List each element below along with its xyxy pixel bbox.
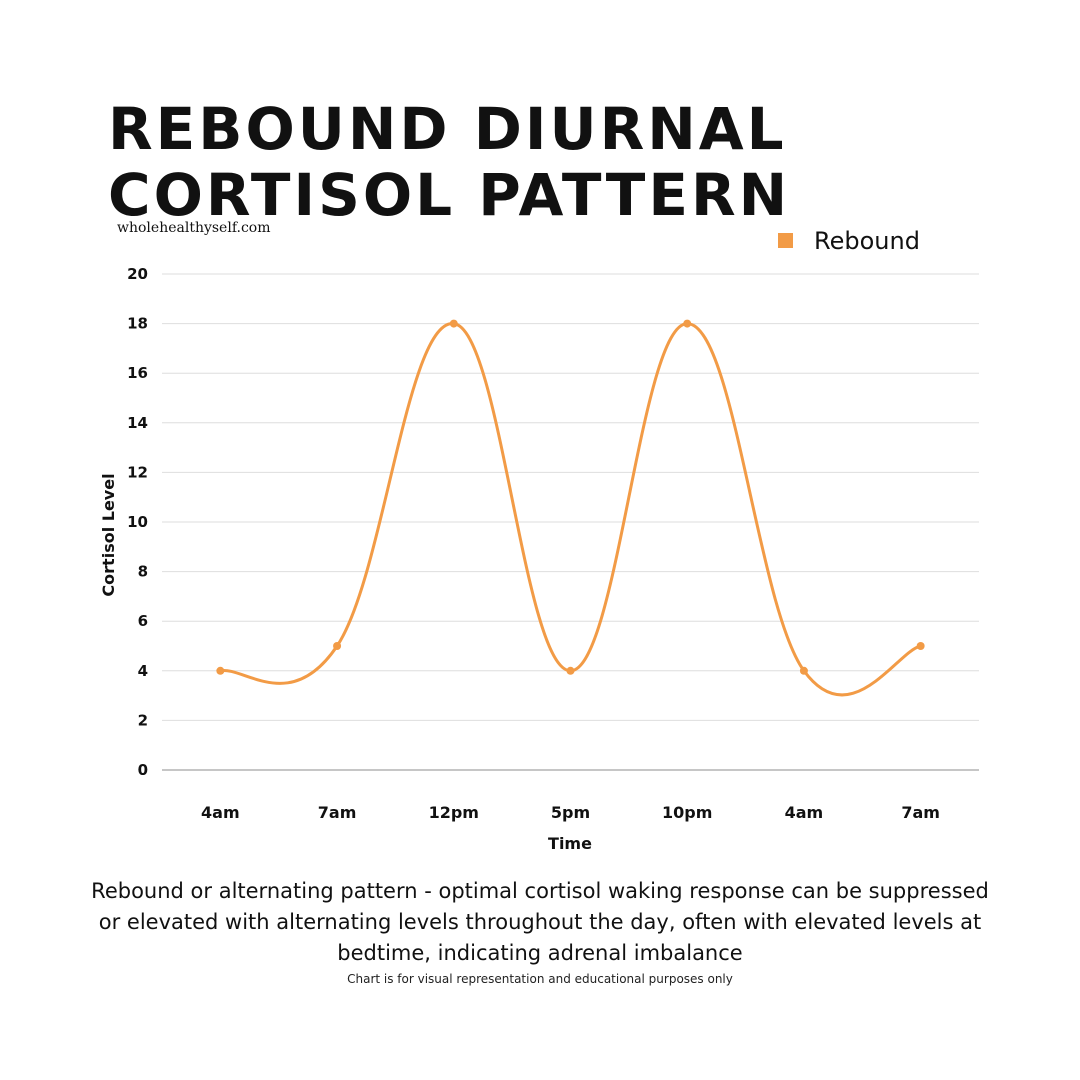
x-axis-ticks: 4am 7am 12pm 5pm 10pm 4am 7am [201,803,940,822]
data-point-0 [216,666,225,675]
y-tick-label: 6 [138,612,148,630]
website-label: wholehealthyself.com [117,220,271,236]
legend: Rebound [778,227,920,255]
y-tick-label: 10 [127,513,148,531]
data-point-6 [916,642,925,650]
legend-label: Rebound [814,227,920,255]
caption-text: Rebound or alternating pattern - optimal… [91,879,989,965]
page-title: REBOUND DIURNAL CORTISOL PATTERN [108,96,790,228]
x-tick-label: 4am [785,803,824,822]
data-points [216,319,925,675]
x-axis-title: Time [548,834,592,853]
title-line-1: REBOUND DIURNAL [108,95,787,163]
y-tick-label: 8 [138,563,148,581]
x-tick-label: 5pm [551,803,590,822]
data-point-2 [449,319,458,328]
x-tick-label: 7am [901,803,940,822]
y-axis-ticks: 0 2 4 6 8 10 12 14 16 18 20 [127,265,148,779]
data-point-1 [333,642,342,650]
x-tick-label: 10pm [662,803,712,822]
legend-swatch [778,233,793,248]
title-line-2: CORTISOL PATTERN [108,161,791,229]
y-axis-title: Cortisol Level [99,473,118,596]
y-tick-label: 18 [127,315,148,333]
y-tick-label: 0 [138,761,148,779]
y-tick-label: 12 [127,463,148,481]
series-line-rebound [218,322,923,697]
y-tick-label: 2 [138,711,148,729]
data-point-5 [799,666,808,675]
series-lines [218,322,923,697]
x-tick-label: 12pm [429,803,479,822]
x-tick-label: 4am [201,803,240,822]
y-tick-label: 20 [127,265,148,283]
grid-lines [162,273,979,771]
y-tick-label: 14 [127,414,148,432]
x-tick-label: 7am [318,803,357,822]
data-point-3 [566,666,575,675]
disclaimer-text: Chart is for visual representation and e… [347,972,733,986]
y-tick-label: 4 [138,662,148,680]
data-point-4 [683,319,692,328]
y-tick-label: 16 [127,364,148,382]
